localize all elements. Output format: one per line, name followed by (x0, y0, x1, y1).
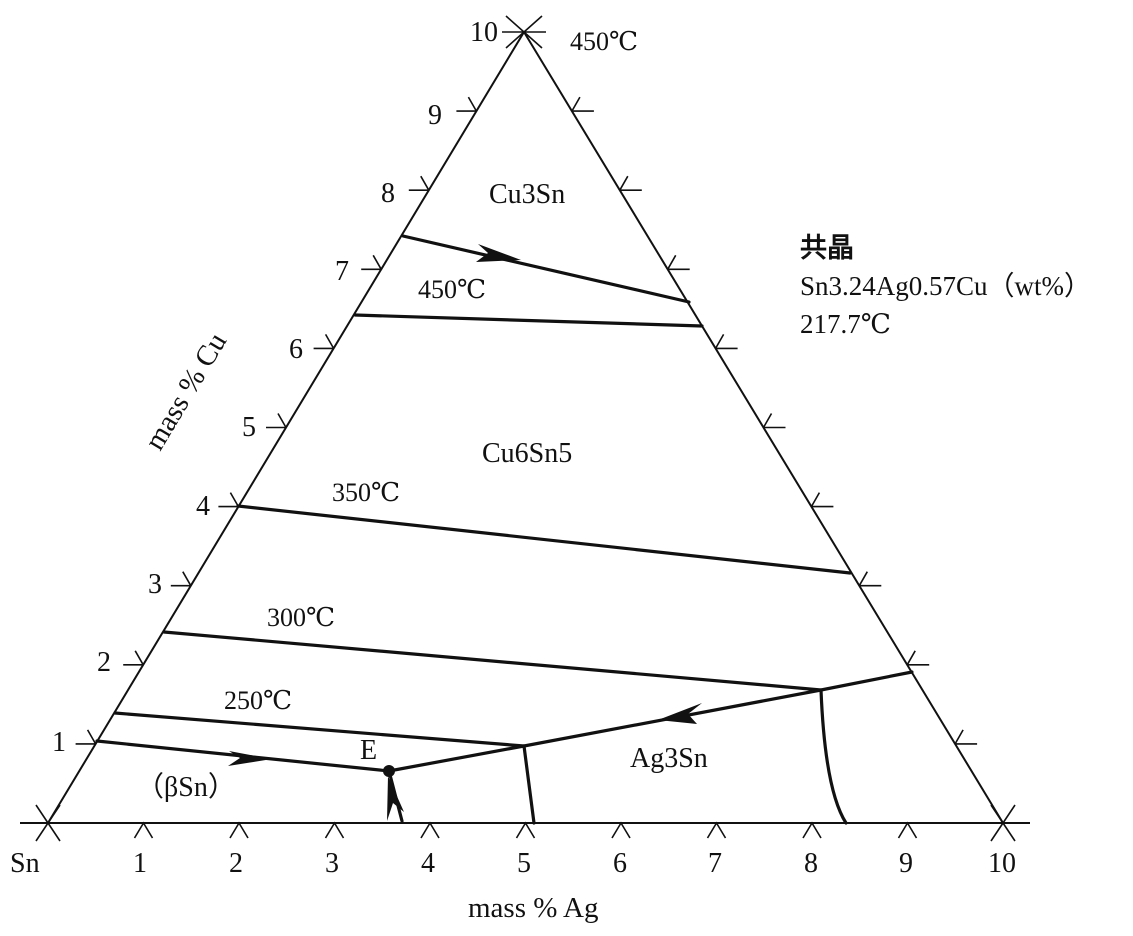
axis-tick-mark (515, 821, 536, 839)
ag3sn-right-boundary (819, 688, 848, 825)
left-tick-labels: 1 2 3 4 5 6 7 8 9 10 (52, 17, 498, 758)
univariant-lines (95, 234, 914, 825)
axis-tick-mark (229, 821, 249, 839)
bottom-tick-label: 9 (899, 848, 913, 879)
bottom-tick-label: 2 (229, 848, 243, 879)
left-tick-label: 3 (148, 569, 162, 600)
cu6sn5-ag3sn-vertical-boundary (522, 744, 536, 825)
left-tick-label: 7 (335, 256, 349, 287)
corner-mark-sn (35, 804, 61, 842)
left-tick-label: 4 (196, 491, 210, 522)
bottom-tick-label: 3 (325, 848, 339, 879)
axis-tick-mark (714, 334, 738, 350)
axis-tick-mark (420, 821, 440, 839)
phase-label-beta-sn: （βSn） (136, 771, 236, 803)
axis-tick-mark (361, 254, 382, 271)
bottom-origin-label: Sn (10, 848, 40, 879)
corner-mark-cu (502, 15, 546, 49)
axis-tick-mark (667, 254, 690, 271)
left-tick-label: 1 (52, 727, 66, 758)
axis-tick-mark (75, 729, 97, 745)
right-axis-ticks (571, 96, 978, 745)
bottom-axis-ticks (133, 821, 918, 839)
bottom-tick-label: 1 (133, 848, 147, 879)
axis-tick-mark (906, 650, 930, 666)
axis-tick-mark (611, 821, 631, 839)
isotherm-450-label: 450℃ (418, 275, 486, 304)
isotherm-350-label: 350℃ (332, 478, 400, 507)
axis-tick-mark (858, 571, 882, 587)
eutectic-composition: Sn3.24Ag0.57Cu（wt%） (800, 271, 1091, 301)
axis-tick-mark (133, 821, 154, 839)
axis-tick-mark (954, 729, 978, 745)
isotherm-250-label: 250℃ (224, 686, 292, 715)
isotherm-lines (113, 313, 852, 748)
isotherm-250-line (113, 711, 526, 748)
arrow-head (228, 751, 272, 766)
arrow-head (658, 703, 702, 724)
axis-tick-mark (810, 492, 834, 508)
left-axis-title: mass % Cu (139, 327, 234, 455)
axis-tick-mark (218, 492, 240, 508)
axis-tick-mark (266, 413, 287, 429)
left-tick-label: 2 (97, 647, 111, 678)
direction-arrows (228, 244, 702, 821)
apex-temperature-label: 450℃ (570, 27, 638, 56)
eutectic-point (383, 765, 395, 777)
axis-tick-mark (170, 571, 192, 587)
axis-tick-mark (456, 96, 478, 112)
axis-tick-mark (571, 96, 594, 112)
bottom-tick-label: 7 (708, 848, 722, 879)
left-axis-ticks (75, 96, 478, 745)
eutectic-note: 共晶 Sn3.24Ag0.57Cu（wt%） 217.7℃ (800, 233, 1091, 339)
bottom-tick-label: 5 (517, 848, 531, 879)
left-tick-label: 6 (289, 334, 303, 365)
corner-marks (35, 15, 1016, 842)
eutectic-note-title: 共晶 (800, 233, 854, 264)
isotherm-300-label: 300℃ (267, 603, 335, 632)
axis-tick-mark (324, 821, 345, 839)
isotherm-350-line (236, 504, 852, 575)
corner-mark-ag (990, 804, 1016, 842)
left-tick-label: 5 (242, 412, 256, 443)
isotherm-450-line (353, 313, 704, 328)
arrow-head (476, 244, 521, 262)
phase-label-cu3sn: Cu3Sn (489, 179, 565, 210)
axis-tick-mark (802, 821, 822, 839)
bottom-tick-label: 8 (804, 848, 818, 879)
left-tick-label: 8 (381, 178, 395, 209)
bottom-tick-label: 10 (988, 848, 1016, 879)
phase-label-cu6sn5: Cu6Sn5 (482, 438, 572, 469)
bottom-axis-title: mass % Ag (468, 892, 599, 924)
bottom-tick-label: 6 (613, 848, 627, 879)
axis-tick-mark (897, 821, 918, 839)
axis-tick-mark (619, 175, 642, 191)
arrow-head (387, 776, 404, 821)
bottom-tick-label: 4 (421, 848, 435, 879)
axis-tick-mark (313, 334, 335, 350)
cu3sn-cu6sn5-boundary (401, 234, 691, 304)
left-tick-label: 10 (470, 17, 498, 48)
left-tick-label: 9 (428, 100, 442, 131)
axis-tick-mark (706, 821, 727, 839)
phase-label-ag3sn: Ag3Sn (630, 743, 708, 774)
bottom-tick-labels: Sn 1 2 3 4 5 6 7 8 9 10 (10, 848, 1016, 879)
axis-tick-mark (762, 413, 786, 429)
eutectic-temperature: 217.7℃ (800, 309, 891, 339)
axis-tick-mark (123, 650, 144, 666)
axis-tick-mark (408, 175, 430, 191)
eutectic-point-label: E (360, 735, 377, 766)
isotherm-300-line (162, 630, 823, 692)
